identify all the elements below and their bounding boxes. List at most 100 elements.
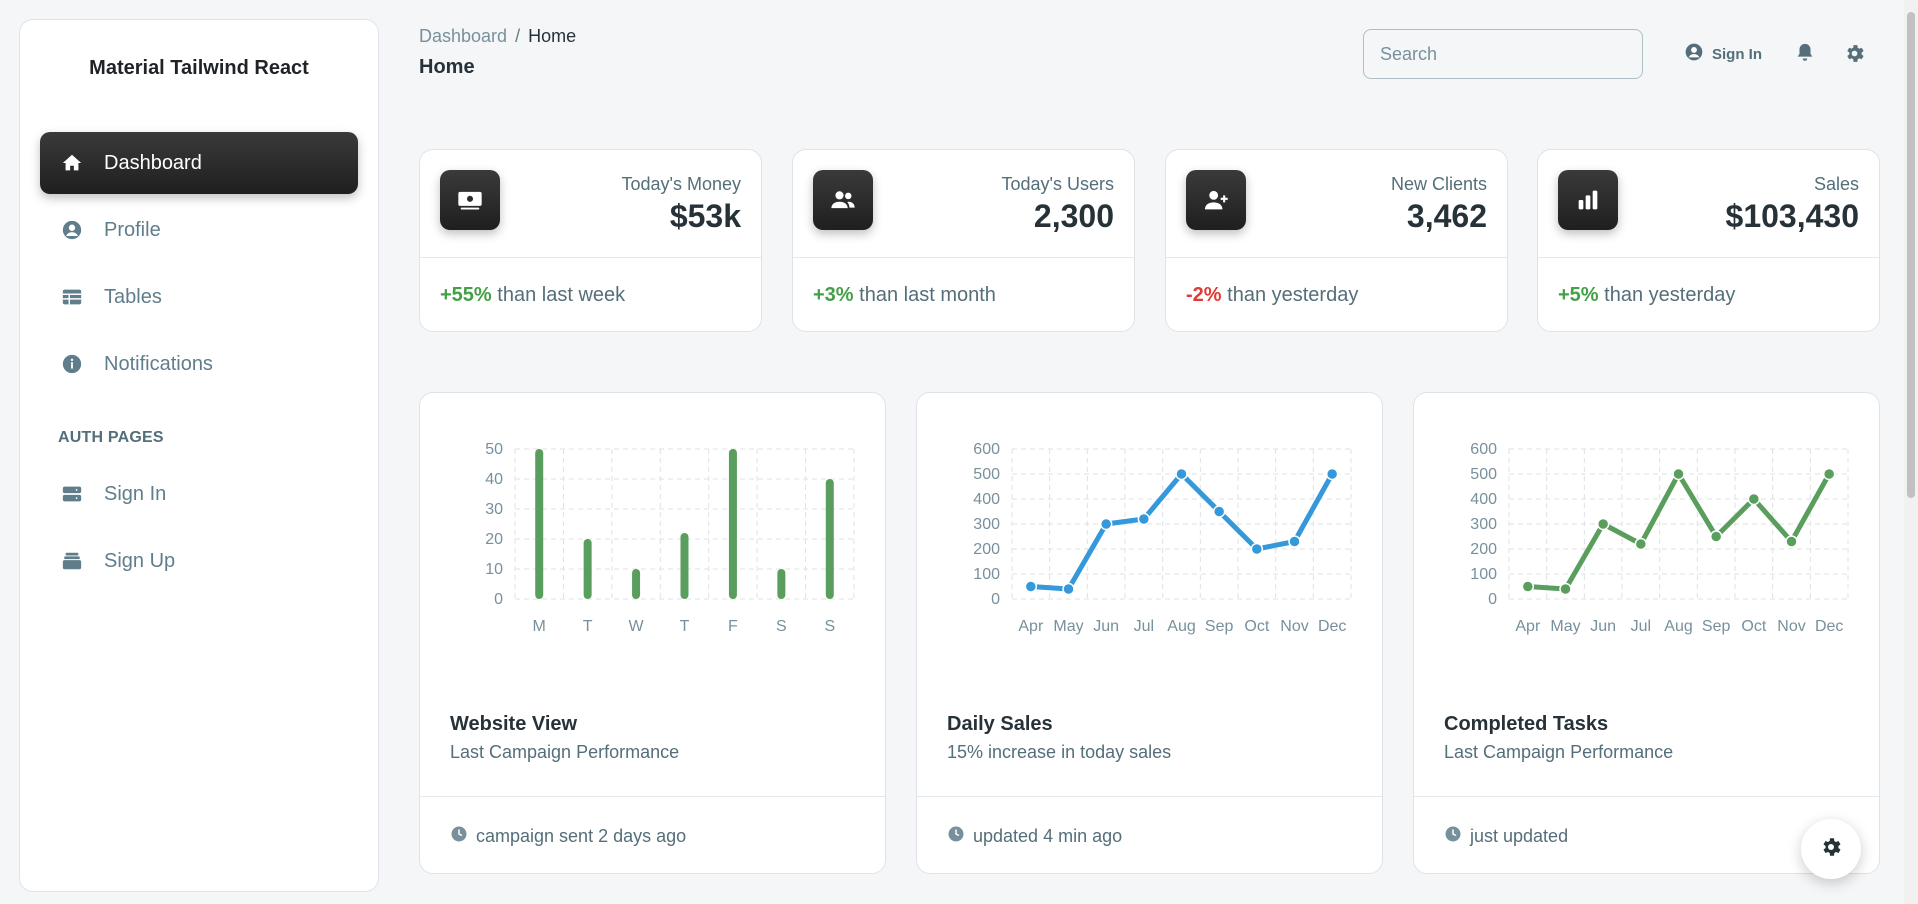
sidebar-item-sign-up[interactable]: Sign Up (40, 530, 358, 592)
data-point (1250, 542, 1264, 556)
x-tick-label: T (680, 618, 690, 635)
stat-label: New Clients (1390, 174, 1487, 194)
chart-footer: updated 4 min ago (947, 825, 1122, 848)
x-tick-label: Dec (1815, 618, 1843, 635)
scrollbar-thumb[interactable] (1907, 12, 1915, 498)
x-tick-label: F (728, 618, 738, 635)
sidebar-nav: Dashboard Profile Tables Notifications (20, 132, 378, 395)
page-title: Home (419, 56, 475, 78)
y-tick-label: 500 (973, 466, 1000, 483)
y-tick-label: 400 (1470, 491, 1497, 508)
y-tick-label: 10 (485, 561, 503, 578)
data-point (1024, 580, 1038, 593)
bell-icon[interactable] (1794, 42, 1818, 66)
data-point (1559, 582, 1572, 596)
auth-section-heading: AUTH PAGES (58, 429, 164, 446)
user-circle-icon (1684, 42, 1704, 66)
stat-label: Today's Money (621, 174, 742, 194)
y-tick-label: 50 (485, 441, 503, 458)
chart-bar-icon (1558, 170, 1618, 230)
data-point (1099, 517, 1113, 531)
y-tick-label: 0 (494, 591, 503, 608)
website-view-chart: 0 10 20 30 40 50 M T W T F S S (485, 441, 855, 635)
server-icon (60, 482, 84, 506)
data-point (1288, 535, 1301, 548)
sidebar-item-label: Sign In (104, 482, 167, 505)
x-tick-label: S (824, 618, 835, 635)
x-tick-label: May (1550, 618, 1580, 635)
stat-card-sales: Sales $103,430 +5% than yesterday (1537, 149, 1880, 332)
chart-footer: just updated (1444, 825, 1568, 848)
clock-icon (1444, 825, 1462, 848)
x-tick-label: Jun (1590, 618, 1616, 635)
x-tick-label: Apr (1515, 618, 1541, 635)
stat-value: $53k (669, 198, 741, 234)
data-point (1822, 467, 1836, 481)
page-scrollbar[interactable] (1904, 0, 1918, 904)
stat-footer: +55% than last week (440, 284, 625, 307)
brand-title[interactable]: Material Tailwind React (89, 57, 309, 79)
sidebar-item-label: Tables (104, 285, 162, 308)
x-tick-label: Jun (1093, 618, 1119, 635)
sidebar-item-label: Profile (104, 218, 161, 241)
sidebar-item-dashboard[interactable]: Dashboard (40, 132, 358, 194)
sidebar-item-profile[interactable]: Profile (40, 199, 358, 261)
bar (535, 449, 544, 599)
breadcrumb-separator: / (515, 26, 521, 46)
chart-card-daily-sales: 0 100 200 300 400 500 600 Apr May Jun Jul Aug Sep Oct… (916, 392, 1383, 874)
stat-suffix: than last month (859, 284, 996, 306)
sign-in-button[interactable]: Sign In (1684, 42, 1762, 66)
x-tick-label: W (629, 618, 645, 635)
stat-footer: +3% than last month (813, 284, 996, 307)
y-tick-label: 30 (485, 501, 503, 518)
x-tick-label: Jul (1134, 618, 1154, 635)
x-tick-label: Oct (1741, 618, 1766, 635)
data-point (1212, 505, 1226, 518)
bar (632, 569, 641, 599)
x-tick-label: Jul (1631, 618, 1651, 635)
daily-sales-chart: 0 100 200 300 400 500 600 Apr May Jun Jul Aug Sep Oct… (973, 441, 1352, 635)
y-tick-label: 200 (973, 541, 1000, 558)
bar (583, 539, 592, 599)
chart-footer: campaign sent 2 days ago (450, 825, 686, 848)
divider (793, 257, 1134, 258)
clock-icon (947, 825, 965, 848)
sidebar-item-notifications[interactable]: Notifications (40, 333, 358, 395)
gear-icon[interactable] (1843, 42, 1867, 66)
sidebar-item-label: Dashboard (104, 151, 202, 174)
y-tick-label: 0 (991, 591, 1000, 608)
y-tick-label: 500 (1470, 466, 1497, 483)
y-tick-label: 400 (973, 491, 1000, 508)
data-point (1175, 467, 1188, 481)
sidebar-item-tables[interactable]: Tables (40, 266, 358, 328)
auth-nav: Sign In Sign Up (20, 463, 378, 592)
sidebar-item-label: Sign Up (104, 549, 176, 572)
stat-value: 2,300 (1033, 198, 1114, 234)
banknotes-icon (440, 170, 500, 230)
y-tick-label: 40 (485, 471, 503, 488)
user-circle-icon (60, 218, 84, 242)
chart-title: Completed Tasks (1444, 713, 1609, 735)
stat-label: Today's Users (1001, 174, 1114, 194)
stat-delta: +3% (813, 284, 854, 306)
chart-title: Daily Sales (947, 713, 1053, 735)
series-line (1028, 471, 1335, 592)
table-icon (60, 285, 84, 309)
data-point (1521, 580, 1535, 593)
bar (728, 449, 737, 599)
chart-footer-text: campaign sent 2 days ago (476, 826, 687, 846)
info-icon (60, 352, 84, 376)
data-point (1634, 537, 1648, 551)
chart-footer-text: updated 4 min ago (973, 826, 1123, 846)
user-plus-icon (1186, 170, 1246, 230)
home-icon (60, 151, 84, 175)
stat-suffix: than yesterday (1227, 284, 1359, 306)
x-tick-label: Sep (1702, 618, 1731, 635)
breadcrumb-root[interactable]: Dashboard (419, 26, 508, 46)
configurator-button[interactable] (1801, 819, 1861, 879)
sidebar-item-sign-in[interactable]: Sign In (40, 463, 358, 525)
series-line (1525, 471, 1832, 592)
gear-icon (1819, 835, 1843, 864)
search-input[interactable] (1363, 29, 1643, 79)
y-tick-label: 300 (973, 516, 1000, 533)
